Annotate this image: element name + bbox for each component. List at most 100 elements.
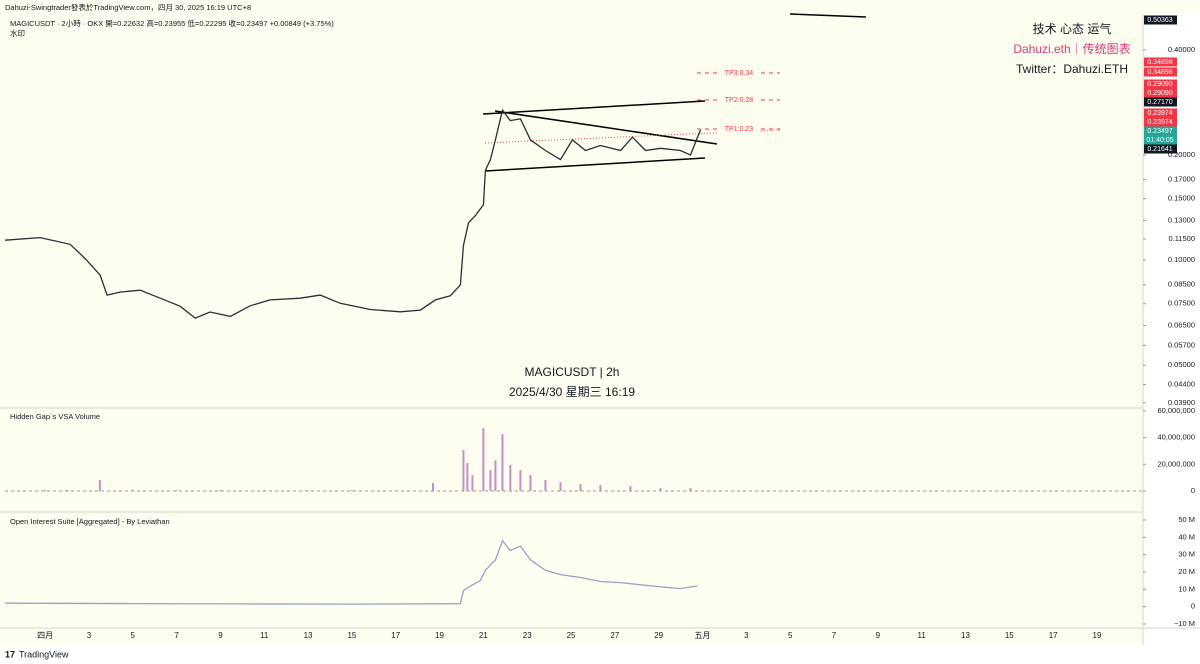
y-tick-label: 30 M — [1178, 550, 1195, 559]
y-tick-label: 0.05700 — [1168, 340, 1195, 349]
y-tick-label: 20,000,000 — [1157, 459, 1195, 468]
bar — [519, 470, 522, 492]
x-tick-label: 19 — [435, 631, 444, 640]
y-tick-label: 0 — [1191, 602, 1195, 611]
price-tag — [1144, 88, 1177, 98]
center-symbol: MAGICUSDT | 2h — [525, 365, 620, 379]
y-tick-label: 60,000,000 — [1157, 406, 1195, 415]
price-tag — [1144, 97, 1177, 107]
y-tick-label: 0.04400 — [1168, 380, 1195, 389]
price-tag-label: 0.23497 — [1147, 128, 1172, 135]
bar — [431, 483, 434, 492]
x-tick-label: 17 — [391, 631, 400, 640]
bar — [501, 434, 504, 492]
price-tag-label: 0.21641 — [1147, 146, 1172, 153]
y-tick-label: 0.15000 — [1168, 194, 1195, 203]
series-line — [4, 108, 702, 319]
bar — [544, 480, 547, 492]
price-tag-label: 0.29090 — [1147, 90, 1172, 97]
x-tick-label: 15 — [347, 631, 356, 640]
bar — [394, 490, 397, 492]
bar — [307, 490, 310, 492]
price-tag — [1144, 117, 1177, 127]
y-tick-label: 0.11500 — [1168, 234, 1195, 243]
price-tag — [1144, 57, 1177, 67]
y-tick-label: 0.20000 — [1168, 150, 1195, 159]
bar — [462, 450, 465, 492]
x-tick-label: 9 — [218, 631, 223, 640]
footer-bg — [0, 645, 1200, 664]
bar — [98, 480, 101, 492]
bar — [350, 490, 353, 492]
bar — [494, 460, 497, 492]
legend: MAGICUSDT · 2小時 · OKX 開=0.22632 高=0.2395… — [10, 18, 334, 28]
bar — [219, 489, 222, 492]
x-tick-label: 29 — [654, 631, 663, 640]
x-tick-label: 5 — [788, 631, 793, 640]
watermark: 技术 心态 运气 — [1033, 21, 1112, 36]
x-tick-label: 19 — [1093, 631, 1102, 640]
watermark: Twitter：Dahuzi.ETH — [1016, 62, 1128, 76]
y-tick-label: 50 M — [1178, 515, 1195, 524]
panel-title: Open Interest Suite [Aggregated] - By Le… — [10, 517, 170, 526]
y-tick-label: −10 M — [1174, 619, 1195, 628]
bar — [659, 488, 662, 492]
bar — [489, 470, 492, 492]
y-tick-label: 40,000,000 — [1157, 433, 1195, 442]
watermark: Dahuzi.eth｜传统图表 — [1013, 41, 1130, 56]
footer-logo: 17 — [5, 649, 15, 659]
x-tick-label: 四月 — [37, 631, 53, 640]
y-tick-label: 0.06500 — [1168, 320, 1195, 329]
x-tick-label: 25 — [567, 631, 576, 640]
x-tick-label: 21 — [479, 631, 488, 640]
price-tag-label: 0.23974 — [1147, 110, 1172, 117]
watermark-label: 水印 — [10, 28, 25, 38]
y-tick-label: 0.03900 — [1168, 398, 1195, 407]
price-tag-label: 0.23974 — [1147, 119, 1172, 126]
y-tick-label: 0.40000 — [1168, 45, 1195, 54]
price-tag-label: 0.29090 — [1147, 81, 1172, 88]
bar — [559, 482, 562, 492]
price-tag-label: 0.34898 — [1147, 59, 1172, 66]
x-tick-label: 27 — [610, 631, 619, 640]
bar — [599, 485, 602, 492]
y-tick-label: 10 M — [1178, 584, 1195, 593]
bar — [44, 489, 47, 492]
tp-label: TP1:0.23 — [725, 126, 754, 133]
x-tick-label: 15 — [1005, 631, 1014, 640]
price-tag — [1144, 108, 1177, 118]
y-tick-label: 0.07500 — [1168, 299, 1195, 308]
x-tick-label: 13 — [304, 631, 313, 640]
tp-label-bg — [718, 124, 760, 134]
trendline — [484, 157, 706, 172]
x-tick-label: 17 — [1049, 631, 1058, 640]
tp-label-bg — [718, 95, 760, 105]
page-title: Dahuzi-Swingtrader發表於TradingView.com，四月 … — [5, 2, 251, 12]
price-tag-label: 01:40:05 — [1146, 137, 1173, 144]
center-date: 2025/4/30 星期三 16:19 — [509, 385, 635, 399]
footer: TradingView — [19, 649, 69, 659]
y-tick-label: 0.05000 — [1168, 360, 1195, 369]
bar — [471, 475, 474, 492]
bar — [66, 489, 69, 492]
y-tick-label: 0.13000 — [1168, 215, 1195, 224]
y-tick-label: 0 — [1191, 486, 1195, 495]
y-tick-label: 20 M — [1178, 567, 1195, 576]
tp-label: TP3:0.34 — [725, 70, 754, 77]
x-tick-label: 五月 — [695, 631, 711, 640]
x-tick-label: 5 — [131, 631, 136, 640]
bar — [689, 488, 692, 492]
price-tag-label: 0.27170 — [1147, 99, 1172, 106]
x-tick-label: 9 — [876, 631, 881, 640]
trendline — [494, 110, 718, 145]
price-tag — [1144, 67, 1177, 77]
y-tick-label: 40 M — [1178, 532, 1195, 541]
y-tick-label: 0.10000 — [1168, 255, 1195, 264]
price-tag-label: 0.50363 — [1147, 17, 1172, 24]
bar — [466, 463, 469, 492]
x-tick-label: 11 — [918, 631, 927, 640]
x-tick-label: 23 — [523, 631, 532, 640]
